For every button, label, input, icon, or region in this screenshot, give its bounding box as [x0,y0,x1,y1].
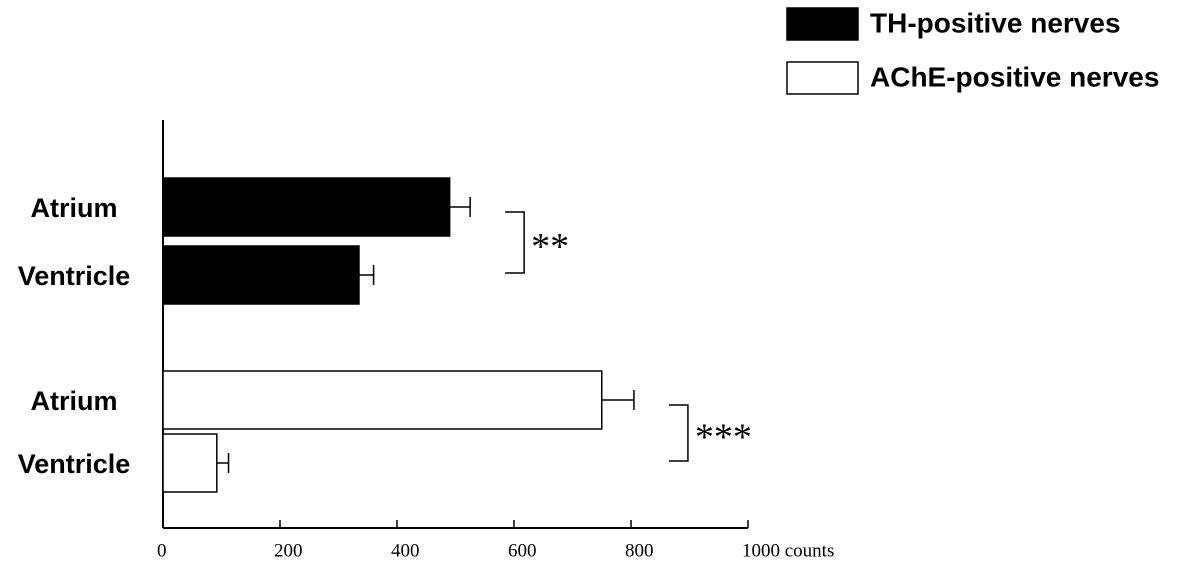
legend-label: TH-positive nerves [870,7,1121,38]
x-tick-label: 0 [157,540,167,561]
x-tick-label: 1000 counts [742,540,834,561]
legend-label: AChE-positive nerves [870,61,1159,92]
category-label: Atrium [31,386,118,416]
category-label: Ventricle [18,449,131,479]
significance-bracket [505,211,525,274]
category-label: Ventricle [18,261,131,291]
x-tick-label: 200 [274,540,303,561]
x-tick-label: 800 [625,540,654,561]
x-tick-label: 600 [508,540,537,561]
legend-swatch [786,7,859,41]
significance-label: ** [531,226,569,268]
category-label: Atrium [31,193,118,223]
x-tick-label: 400 [391,540,420,561]
significance-bracket [668,404,689,462]
legend-swatch [786,61,859,95]
bar [162,433,218,493]
bar [162,245,360,305]
bar [162,370,603,430]
bar [162,177,451,237]
significance-label: *** [695,417,752,459]
